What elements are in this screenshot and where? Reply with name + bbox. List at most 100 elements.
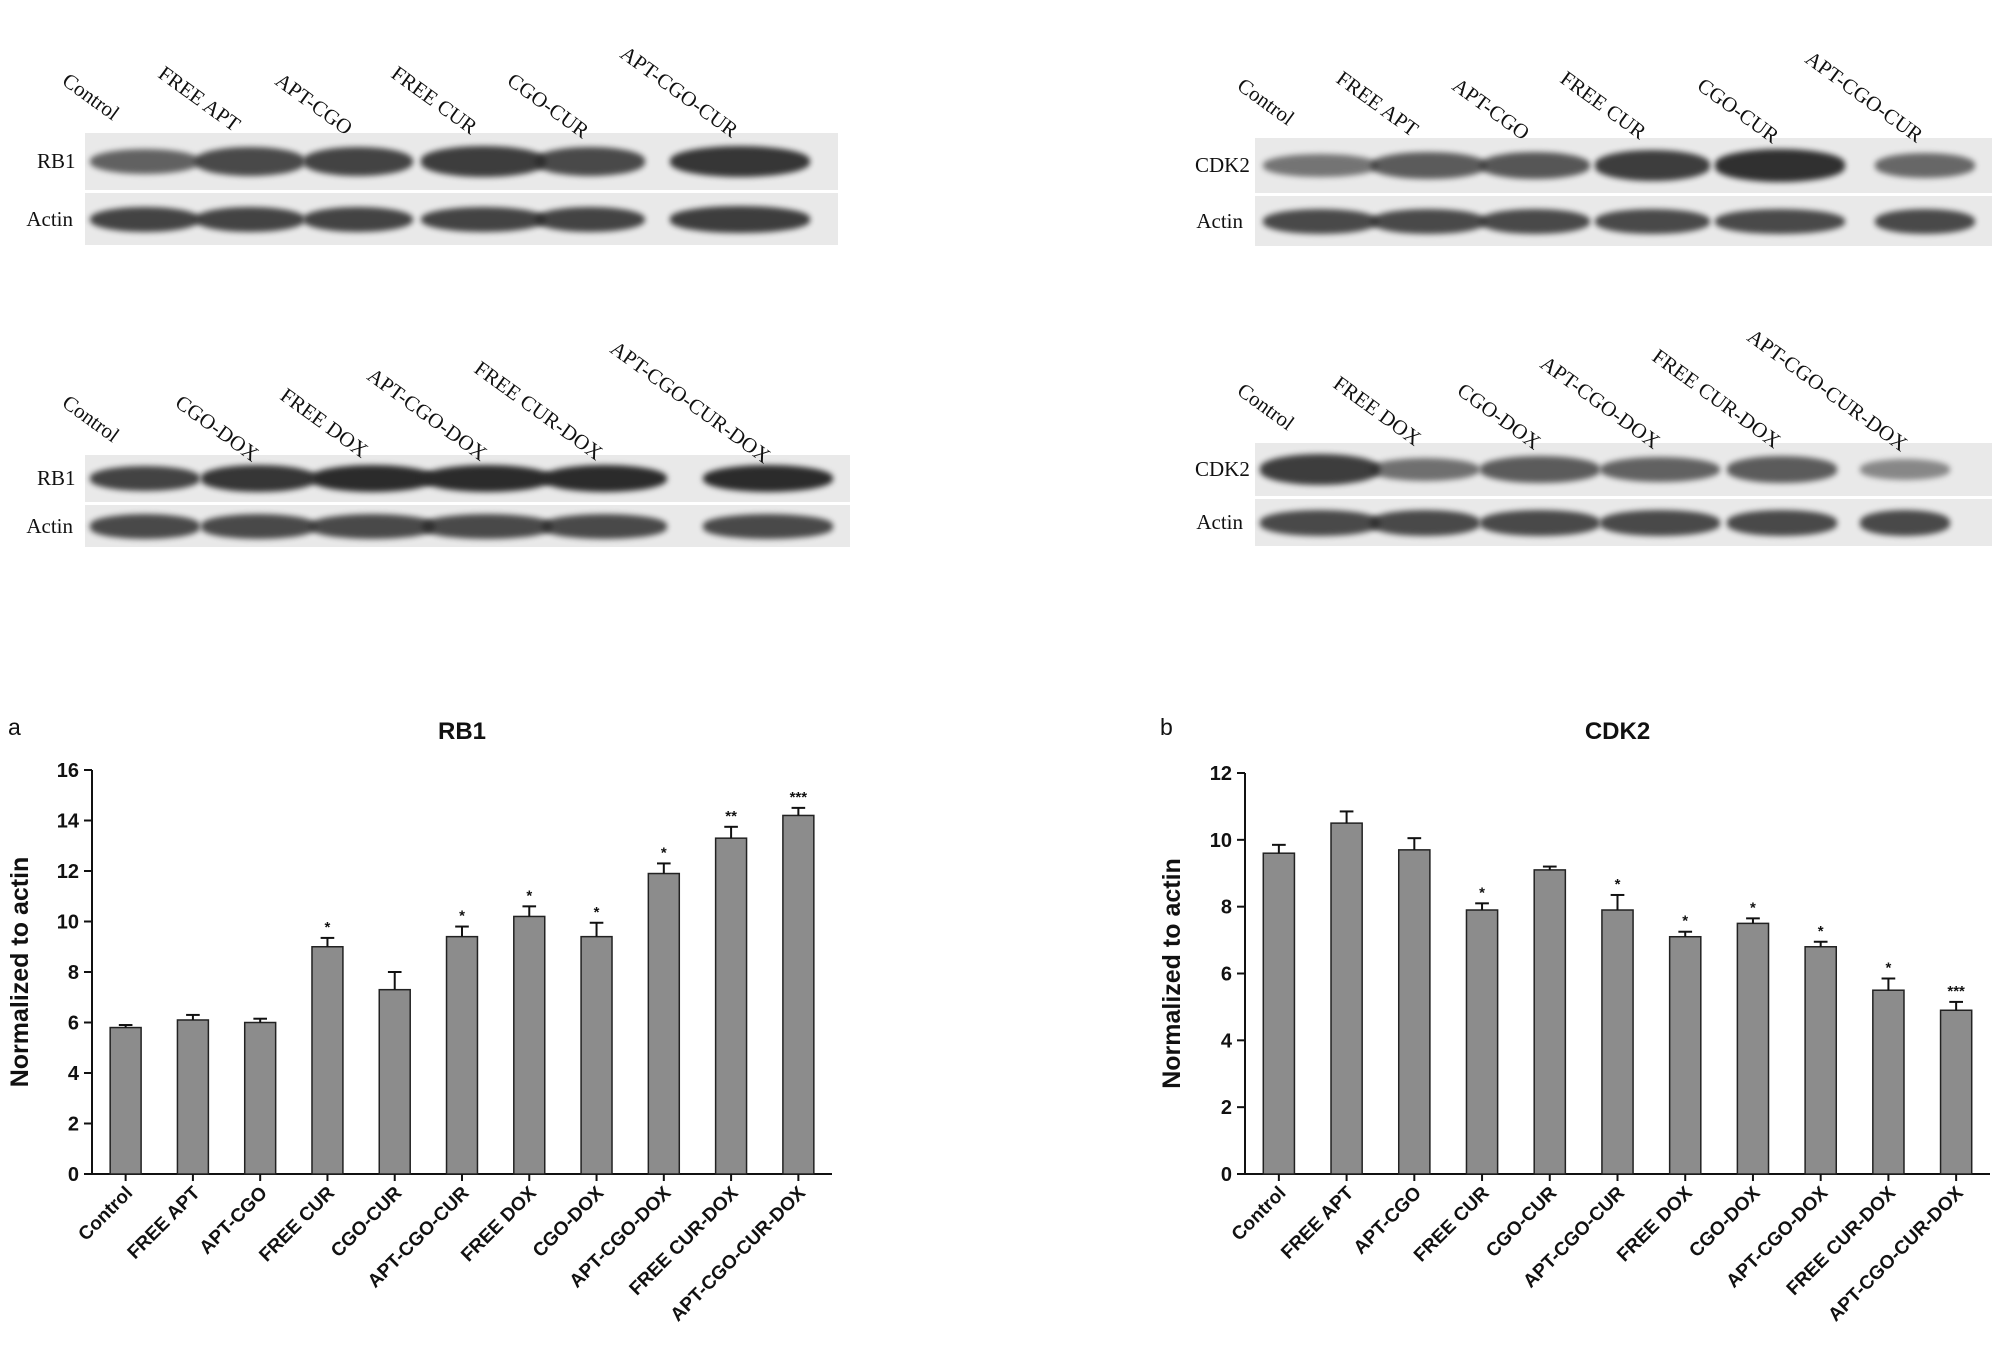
blot-band: [422, 464, 552, 493]
blot-separator: [85, 502, 850, 505]
blot-band: [1600, 510, 1720, 536]
blot-separator: [85, 190, 838, 193]
blot-band: [420, 206, 546, 233]
y-tick-label: 12: [1210, 763, 1232, 785]
blot-band: [1875, 153, 1975, 178]
significance-marker: *: [1885, 960, 1891, 977]
significance-marker: *: [1750, 899, 1756, 916]
blot-band: [422, 514, 552, 539]
blot-row-label: CDK2: [1195, 152, 1250, 177]
blot-band: [535, 147, 645, 176]
blot-band: [90, 148, 200, 175]
y-tick-label: 8: [68, 962, 79, 984]
bar: [647, 872, 681, 1175]
blot-band: [1480, 208, 1590, 234]
chart-title: CDK2: [1585, 718, 1650, 745]
blot-row-label: Actin: [1196, 208, 1243, 233]
significance-marker: *: [661, 844, 667, 861]
significance-marker: *: [1479, 884, 1485, 901]
y-tick-label: 0: [1221, 1164, 1232, 1186]
blot-band: [1875, 208, 1975, 234]
blot-band: [303, 146, 413, 177]
blot-band: [1727, 510, 1837, 536]
x-tick-label: Control: [1228, 1183, 1291, 1246]
bar: [1397, 849, 1431, 1175]
blot-band: [1370, 208, 1486, 234]
x-tick-label: Control: [75, 1183, 138, 1246]
blot-row-label: Actin: [1196, 510, 1243, 534]
significance-marker: ***: [1947, 983, 1965, 1000]
blot-band: [1715, 149, 1845, 182]
y-tick-label: 8: [1221, 897, 1232, 919]
blot-band: [535, 206, 645, 233]
y-tick-label: 0: [68, 1164, 79, 1186]
blot-band: [1594, 150, 1710, 181]
blot-band: [1370, 152, 1486, 179]
blot-separator: [1255, 193, 1992, 196]
x-tick-label: APT-CGO-CUR-DOX: [1824, 1182, 1967, 1325]
x-tick-label: FREE APT: [1277, 1182, 1358, 1263]
blot-band: [1480, 510, 1600, 536]
bar: [378, 988, 411, 1175]
y-tick-label: 4: [68, 1063, 80, 1085]
bar: [109, 1026, 142, 1175]
panel-letter: b: [1160, 714, 1173, 740]
bar: [1872, 989, 1905, 1175]
bar: [714, 837, 748, 1175]
significance-marker: ***: [790, 789, 808, 806]
bar: [1601, 909, 1634, 1175]
y-axis-label: Normalized to actin: [1158, 858, 1186, 1089]
significance-marker: *: [325, 919, 331, 936]
chart-title: RB1: [438, 718, 486, 745]
y-axis-label: Normalized to actin: [6, 857, 34, 1088]
significance-marker: *: [1682, 913, 1688, 930]
blot-band: [200, 465, 316, 492]
blot-band: [1860, 510, 1950, 536]
blot-band: [1594, 208, 1710, 234]
y-tick-label: 6: [68, 1013, 79, 1035]
blot-band: [1715, 208, 1845, 234]
blot-band: [195, 147, 305, 176]
y-tick-label: 6: [1221, 964, 1232, 986]
bar: [1533, 869, 1567, 1175]
blot-band: [1727, 456, 1837, 483]
blot-band: [1600, 456, 1720, 483]
y-tick-label: 12: [57, 861, 79, 883]
blot-band: [1370, 457, 1480, 482]
y-tick-label: 16: [57, 760, 79, 782]
blot-band: [420, 146, 546, 177]
blot-band: [200, 514, 316, 539]
blot-band: [1262, 153, 1378, 178]
bar: [243, 1021, 277, 1175]
bar: [1804, 946, 1838, 1175]
bar: [580, 935, 613, 1175]
blot-band: [1860, 459, 1950, 480]
bar: [1465, 909, 1499, 1175]
blot-band: [1370, 510, 1480, 536]
blot-row-label: RB1: [37, 465, 76, 490]
blot-band: [670, 206, 810, 233]
bar: [782, 814, 815, 1175]
bar: [513, 915, 546, 1175]
x-tick-label: FREE APT: [124, 1182, 205, 1263]
y-tick-label: 2: [68, 1114, 79, 1136]
significance-marker: *: [594, 904, 600, 921]
blot-band: [670, 145, 810, 178]
bar: [445, 935, 479, 1175]
significance-marker: *: [526, 887, 532, 904]
y-tick-label: 14: [57, 811, 80, 833]
x-tick-label: APT-CGO-CUR-DOX: [667, 1182, 810, 1325]
blot-band: [541, 514, 667, 539]
y-tick-label: 4: [1221, 1030, 1233, 1052]
significance-marker: **: [725, 808, 737, 825]
blot-band: [309, 514, 435, 539]
y-tick-label: 2: [1221, 1097, 1232, 1119]
blot-band: [309, 464, 435, 493]
blot-separator: [1255, 496, 1992, 499]
blot-band: [1480, 151, 1590, 180]
y-tick-label: 10: [57, 912, 79, 934]
blot-band: [541, 464, 667, 493]
blot-band: [1260, 454, 1380, 485]
blot-row-label: CDK2: [1195, 456, 1250, 481]
